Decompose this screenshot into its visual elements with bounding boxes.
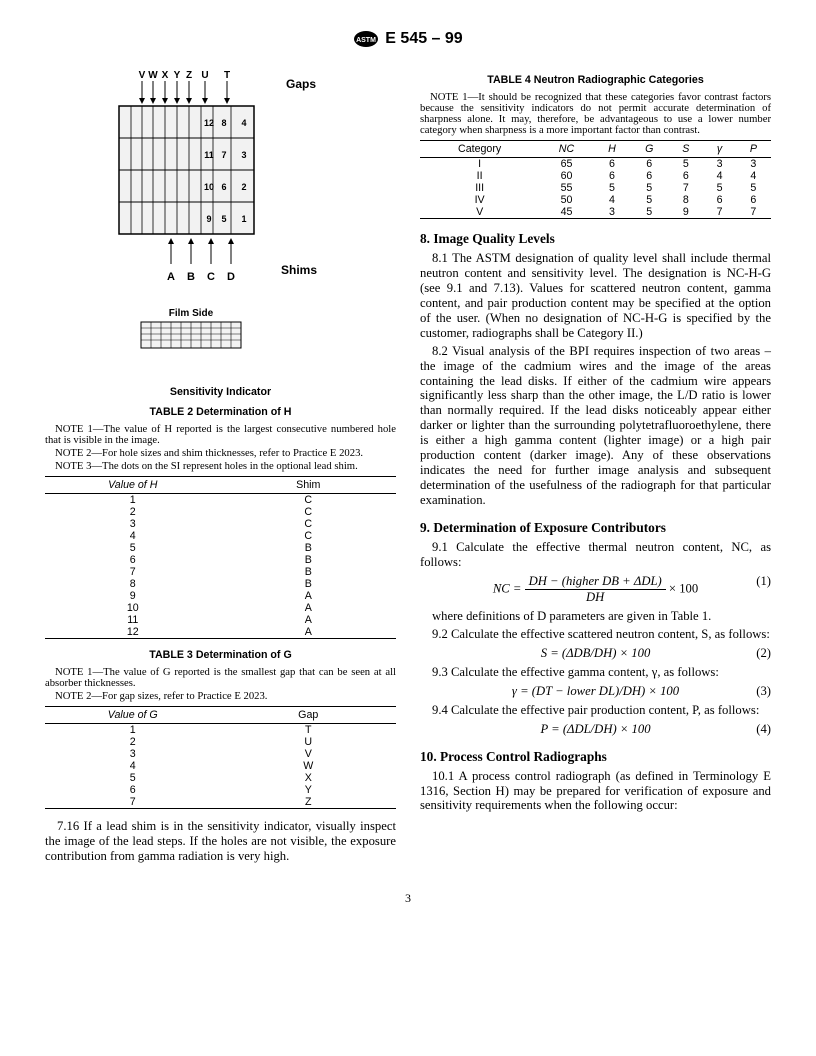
- svg-text:D: D: [227, 271, 235, 283]
- equation-4: P = (ΔDL/DH) × 100(4): [420, 722, 771, 737]
- table3-note1: NOTE 1—The value of G reported is the sm…: [45, 667, 396, 689]
- svg-text:5: 5: [221, 214, 226, 224]
- figure-caption: Sensitivity Indicator: [45, 386, 396, 398]
- equation-2: S = (ΔDB/DH) × 100(2): [420, 646, 771, 661]
- table2-note1: NOTE 1—The value of H reported is the la…: [45, 424, 396, 446]
- table4-note: NOTE 1—It should be recognized that thes…: [420, 92, 771, 136]
- svg-text:4: 4: [241, 118, 246, 128]
- svg-text:2: 2: [241, 182, 246, 192]
- para-9-4: 9.4 Calculate the effective pair product…: [420, 703, 771, 718]
- svg-text:V: V: [138, 70, 145, 81]
- svg-text:11: 11: [204, 150, 214, 160]
- svg-text:U: U: [201, 70, 208, 81]
- svg-text:3: 3: [241, 150, 246, 160]
- svg-text:T: T: [223, 70, 229, 81]
- table2-title: TABLE 2 Determination of H: [45, 406, 396, 418]
- table3-title: TABLE 3 Determination of G: [45, 649, 396, 661]
- table4-title: TABLE 4 Neutron Radiographic Categories: [420, 74, 771, 86]
- table2: Value of H Shim 1C2C3C4C5B6B7B8B9A10A11A…: [45, 476, 396, 639]
- svg-text:10: 10: [203, 182, 213, 192]
- svg-text:B: B: [187, 271, 195, 283]
- svg-text:1: 1: [241, 214, 246, 224]
- svg-text:6: 6: [221, 182, 226, 192]
- section-10-heading: 10. Process Control Radiographs: [420, 749, 771, 765]
- sensitivity-indicator-figure: VWX YZU T Gaps: [71, 66, 371, 376]
- equation-3: γ = (DT − lower DL)/DH) × 100(3): [420, 684, 771, 699]
- para-8-1: 8.1 The ASTM designation of quality leve…: [420, 251, 771, 341]
- svg-text:7: 7: [221, 150, 226, 160]
- para-8-2: 8.2 Visual analysis of the BPI requires …: [420, 344, 771, 508]
- section-9-heading: 9. Determination of Exposure Contributor…: [420, 520, 771, 536]
- para-9-2: 9.2 Calculate the effective scattered ne…: [420, 627, 771, 642]
- section-8-heading: 8. Image Quality Levels: [420, 231, 771, 247]
- designation: E 545 – 99: [385, 30, 462, 48]
- left-column: VWX YZU T Gaps: [45, 66, 396, 867]
- right-column: TABLE 4 Neutron Radiographic Categories …: [420, 66, 771, 867]
- svg-text:C: C: [207, 271, 215, 283]
- para-7-16: 7.16 If a lead shim is in the sensitivit…: [45, 819, 396, 864]
- table3-note2: NOTE 2—For gap sizes, refer to Practice …: [45, 691, 396, 702]
- table2-note2: NOTE 2—For hole sizes and shim thickness…: [45, 448, 396, 459]
- eq1-where: where definitions of D parameters are gi…: [420, 609, 771, 624]
- table4: CategoryNCHGSγP I6566533II6066644III5555…: [420, 140, 771, 219]
- page-number: 3: [45, 891, 771, 906]
- para-9-3: 9.3 Calculate the effective gamma conten…: [420, 665, 771, 680]
- page-header: ASTM E 545 – 99: [45, 30, 771, 48]
- astm-logo: ASTM: [353, 30, 379, 48]
- svg-text:A: A: [167, 271, 175, 283]
- svg-text:12: 12: [203, 118, 213, 128]
- svg-text:Shims: Shims: [281, 263, 317, 277]
- svg-text:Gaps: Gaps: [286, 77, 316, 91]
- svg-text:Z: Z: [185, 70, 191, 81]
- svg-text:8: 8: [221, 118, 226, 128]
- svg-text:ASTM: ASTM: [356, 37, 376, 44]
- svg-text:9: 9: [206, 214, 211, 224]
- svg-text:Y: Y: [173, 70, 180, 81]
- svg-text:Film Side: Film Side: [168, 308, 213, 319]
- para-10-1: 10.1 A process control radiograph (as de…: [420, 769, 771, 814]
- para-9-1: 9.1 Calculate the effective thermal neut…: [420, 540, 771, 570]
- table2-note3: NOTE 3—The dots on the SI represent hole…: [45, 461, 396, 472]
- svg-text:X: X: [161, 70, 168, 81]
- svg-text:W: W: [148, 70, 158, 81]
- equation-1: NC = DH − (higher DB + ΔDL)DH × 100 (1): [420, 574, 771, 605]
- table3: Value of G Gap 1T2U3V4W5X6Y7Z: [45, 706, 396, 809]
